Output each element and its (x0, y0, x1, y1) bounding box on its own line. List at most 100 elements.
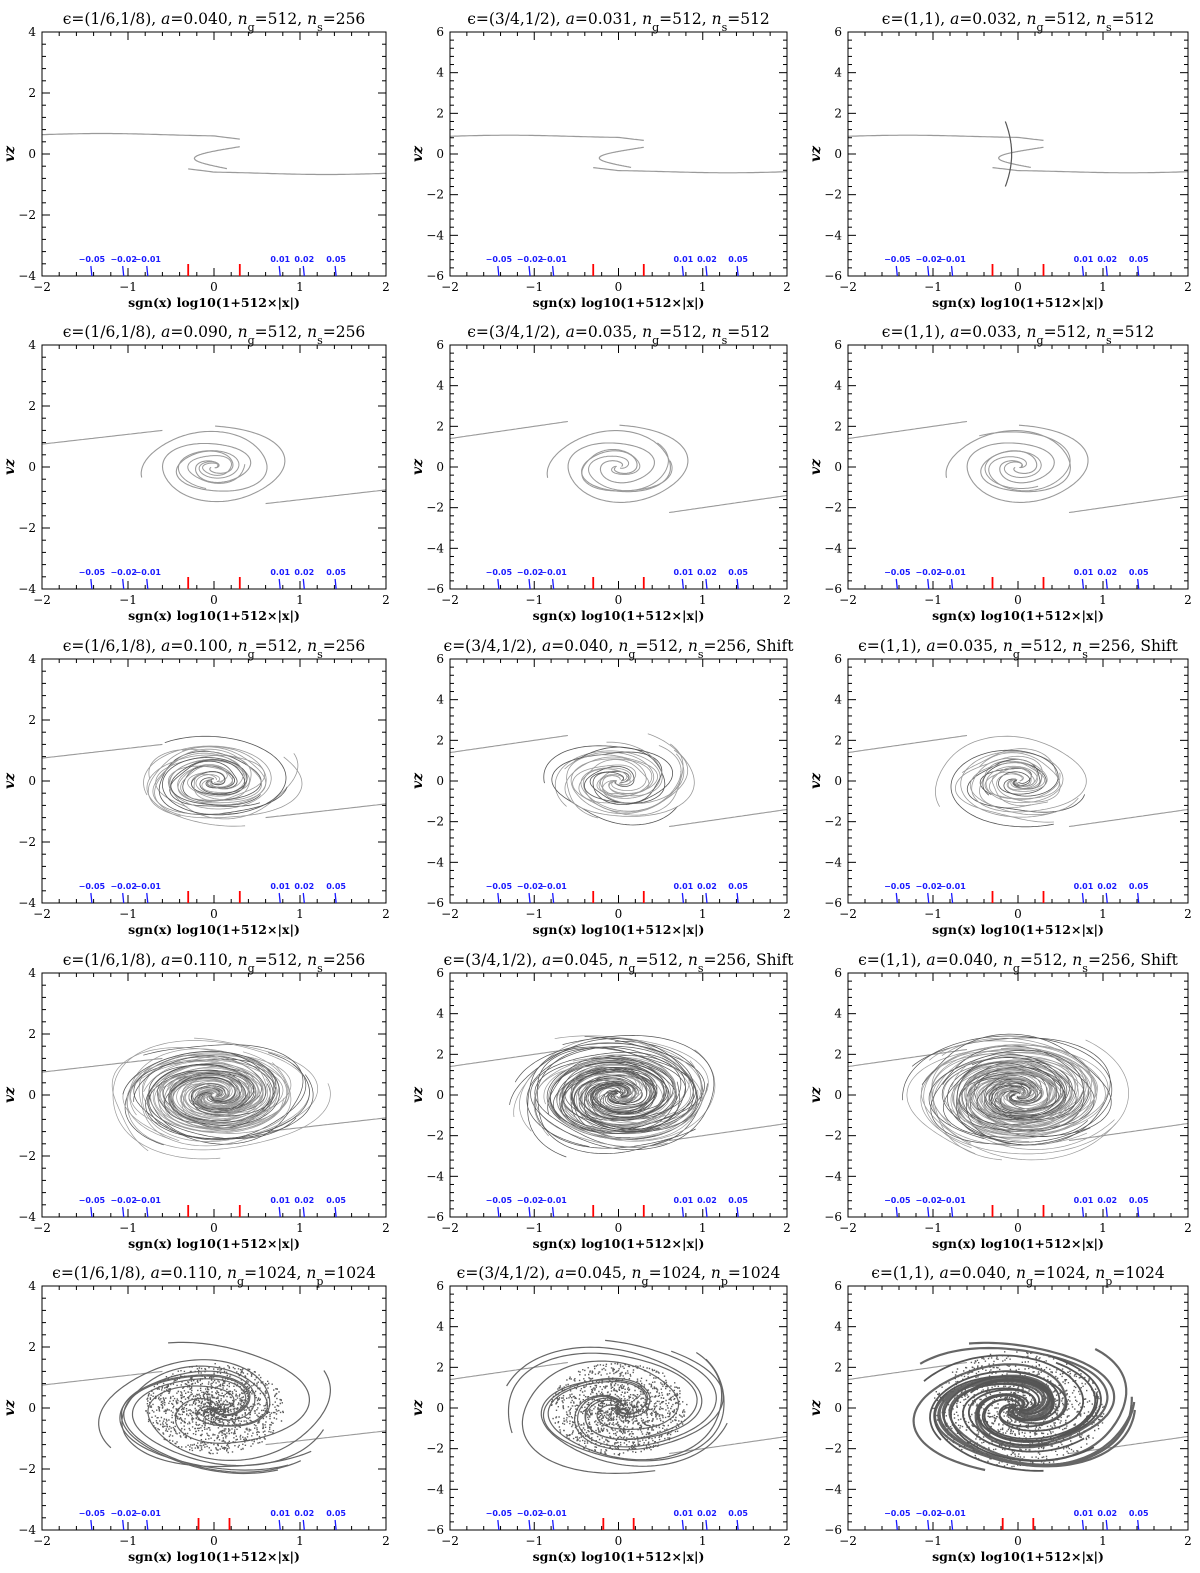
x-tick-label: 2 (382, 1221, 390, 1235)
phase-curve (593, 167, 787, 174)
x-tick-label: −1 (525, 1534, 543, 1548)
x-tick-label: −1 (525, 1221, 543, 1235)
blue-marker (551, 892, 555, 904)
y-tick-label: −4 (18, 1210, 36, 1224)
chart-panel: ϵ=(1/6,1/8), a=0.100, ng=512, ns=256 −2 −1… (0, 627, 404, 937)
plot-area (848, 1341, 1188, 1472)
phase-curve (542, 1358, 725, 1462)
title-part: g (248, 21, 255, 34)
phase-curve (450, 1048, 568, 1068)
blue-marker (497, 1206, 500, 1218)
chart-svg: ϵ=(1,1), a=0.040, ng=1024, np=1024−2 −1 0 1… (808, 1264, 1192, 1564)
title-part: =256 (323, 10, 366, 28)
y-tick-label: −2 (824, 815, 842, 829)
blue-marker-label: 0.02 (1097, 1196, 1117, 1205)
x-tick-label: −2 (839, 907, 857, 921)
x-tick-label: −1 (525, 907, 543, 921)
y-tick-label: 0 (436, 774, 444, 788)
plot-area (42, 1037, 386, 1160)
title-part: , Shift (746, 951, 794, 969)
title-part: =256 (1088, 637, 1131, 655)
title-part: =0.045, (564, 1264, 631, 1282)
title-part: g (1037, 334, 1044, 347)
title-part: s (1106, 334, 1112, 347)
title-part: s (317, 21, 323, 34)
blue-marker (1105, 1206, 1108, 1218)
phase-curve (450, 1361, 568, 1381)
title-part: ϵ=(3/4,1/2), (444, 951, 542, 969)
y-tick-label: 4 (436, 1007, 444, 1021)
title-part: n (688, 951, 698, 969)
title-part: =512 (1112, 10, 1155, 28)
blue-marker-label: −0.02 (110, 882, 136, 891)
blue-marker (1137, 892, 1140, 904)
title-part: n (1072, 951, 1082, 969)
y-tick-label: 2 (834, 106, 842, 120)
title-part: =0.040, (170, 10, 237, 28)
title-part: =512, (1020, 951, 1072, 969)
x-axis-label: sgn(x) log10(1+512×|x|) (533, 608, 705, 623)
phase-curve (929, 1040, 1109, 1140)
x-tick-label: −1 (924, 593, 942, 607)
x-tick-label: 1 (296, 907, 304, 921)
x-tick-label: 2 (783, 593, 791, 607)
phase-curve (573, 746, 666, 804)
blue-marker (895, 265, 898, 277)
y-tick-label: −2 (426, 188, 444, 202)
blue-marker-label: 0.05 (326, 568, 346, 577)
blue-marker (122, 578, 125, 590)
y-tick-label: −4 (824, 855, 842, 869)
blue-marker (1137, 1519, 1140, 1531)
y-tick-label: −2 (824, 188, 842, 202)
x-tick-label: 1 (1099, 1221, 1107, 1235)
phase-curve (955, 755, 1054, 823)
blue-marker-label: 0.02 (294, 882, 314, 891)
y-tick-label: 2 (834, 1047, 842, 1061)
title-part: n (1016, 1264, 1026, 1282)
blue-marker-label: −0.01 (135, 255, 162, 264)
title-part: a (926, 951, 935, 969)
plot-frame (449, 344, 788, 590)
particle-cloud (145, 1363, 284, 1455)
blue-marker (950, 578, 954, 590)
title-part: s (317, 334, 323, 347)
x-tick-label: 1 (296, 593, 304, 607)
phase-curve (158, 1065, 290, 1132)
blue-marker-label: 0.02 (697, 255, 717, 264)
phase-curve (98, 1359, 271, 1449)
title-part: =0.040, (551, 637, 618, 655)
y-axis-label: vz (410, 772, 426, 789)
blue-marker (146, 578, 149, 590)
title-part: n (1096, 10, 1106, 28)
plot-area (42, 132, 386, 176)
blue-marker-label: 0.02 (697, 568, 717, 577)
particle-cloud (932, 1351, 1105, 1468)
plot-group: ϵ=(1/6,1/8), a=0.090, ng=512, ns=256−2 −1… (2, 323, 390, 623)
blue-marker-label: −0.01 (939, 568, 966, 577)
phase-curve (112, 1040, 310, 1160)
title-part: n (712, 10, 722, 28)
blue-marker (705, 265, 708, 277)
y-tick-label: −4 (824, 541, 842, 555)
y-tick-label: 4 (436, 66, 444, 80)
blue-marker (122, 1206, 125, 1218)
blue-marker-label: −0.02 (517, 255, 543, 264)
title-part: =512, (1044, 323, 1096, 341)
phase-curve (950, 1071, 1115, 1150)
phase-curve (577, 1339, 717, 1448)
plot-group: ϵ=(1/6,1/8), a=0.100, ng=512, ns=256−2 −1… (2, 637, 390, 937)
y-tick-label: −2 (426, 1129, 444, 1143)
phase-curve (961, 748, 1061, 803)
blue-marker-label: −0.01 (939, 1509, 966, 1518)
phase-curve (265, 1430, 386, 1446)
blue-marker (90, 1206, 93, 1218)
chart-svg: ϵ=(1/6,1/8), a=0.110, ng=1024, np=1024−2… (2, 1264, 390, 1564)
phase-curve (599, 1057, 669, 1113)
phase-curve (164, 1072, 241, 1125)
phase-curve (123, 1375, 302, 1473)
x-tick-label: −1 (119, 593, 137, 607)
blue-marker (1105, 1519, 1108, 1531)
chart-svg: ϵ=(1/6,1/8), a=0.040, ng=512, ns=256−2 −1… (2, 10, 390, 310)
blue-marker (497, 578, 500, 590)
y-tick-label: 4 (28, 652, 36, 666)
